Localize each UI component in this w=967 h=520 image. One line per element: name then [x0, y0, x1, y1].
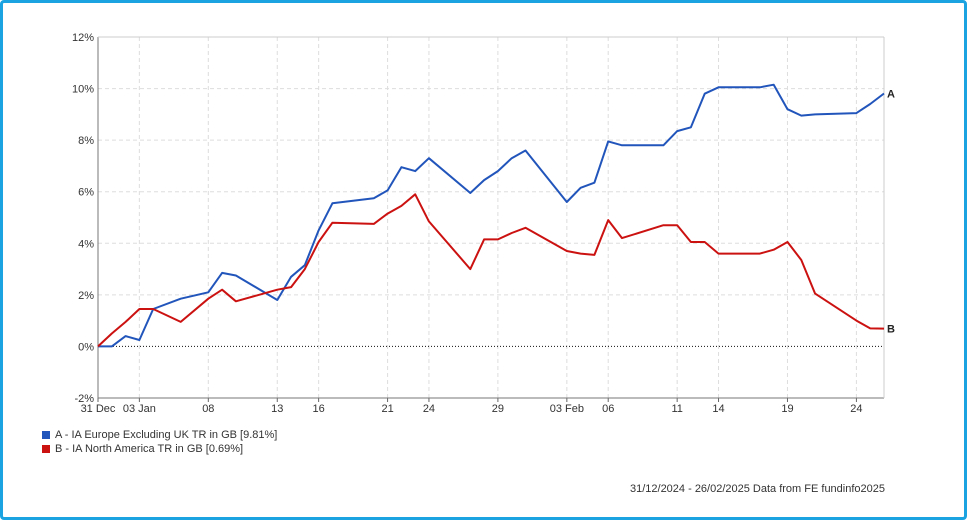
x-tick-label: 24	[850, 403, 862, 415]
x-tick-label: 14	[712, 403, 724, 415]
y-tick-label: 10%	[72, 84, 94, 96]
legend-swatch-b	[42, 445, 50, 453]
series-lines	[97, 83, 885, 348]
x-tick-label: 19	[781, 403, 793, 415]
y-tick-label: 6%	[78, 187, 94, 199]
gridlines	[98, 36, 884, 398]
x-tick-label: 11	[671, 403, 682, 415]
y-tick-label: 8%	[78, 135, 94, 147]
x-tick-label: 21	[381, 403, 393, 415]
data-source-footer: 31/12/2024 - 26/02/2025 Data from FE fun…	[629, 483, 885, 495]
x-tick-label: 29	[492, 403, 504, 415]
y-tick-label: 0%	[78, 341, 94, 353]
x-tick-label: 13	[271, 403, 283, 415]
x-tick-label: 16	[313, 403, 325, 415]
x-tick-label: 03 Jan	[123, 403, 156, 415]
x-tick-label: 31 Dec	[81, 403, 116, 415]
x-tick-label: 08	[202, 403, 214, 415]
y-tick-label: 4%	[78, 238, 94, 250]
legend: A - IA Europe Excluding UK TR in GB [9.8…	[42, 428, 277, 456]
series-line-a	[98, 83, 885, 348]
legend-label-a: A - IA Europe Excluding UK TR in GB [9.8…	[55, 429, 278, 441]
legend-label-b: B - IA North America TR in GB [0.69%]	[55, 443, 244, 455]
axes	[97, 36, 885, 402]
y-tick-label: 2%	[78, 290, 94, 302]
legend-item-b: B - IA North America TR in GB [0.69%]	[42, 442, 277, 456]
series-line-b	[97, 193, 885, 348]
y-tick-label: -2%	[74, 393, 94, 405]
x-tick-label: 03 Feb	[550, 403, 584, 415]
legend-item-a: A - IA Europe Excluding UK TR in GB [9.8…	[42, 428, 277, 442]
series-end-label-b: B	[887, 324, 895, 336]
y-tick-label: 12%	[72, 32, 94, 44]
legend-swatch-a	[42, 431, 50, 439]
series-end-label-a: A	[887, 88, 895, 100]
x-tick-label: 06	[602, 403, 614, 415]
tick-labels: -2% 0% 2% 4% 6% 8% 10% 12% 31 Dec 03 Jan 08 13 16 21 2…	[72, 32, 895, 415]
x-tick-label: 24	[423, 403, 435, 415]
